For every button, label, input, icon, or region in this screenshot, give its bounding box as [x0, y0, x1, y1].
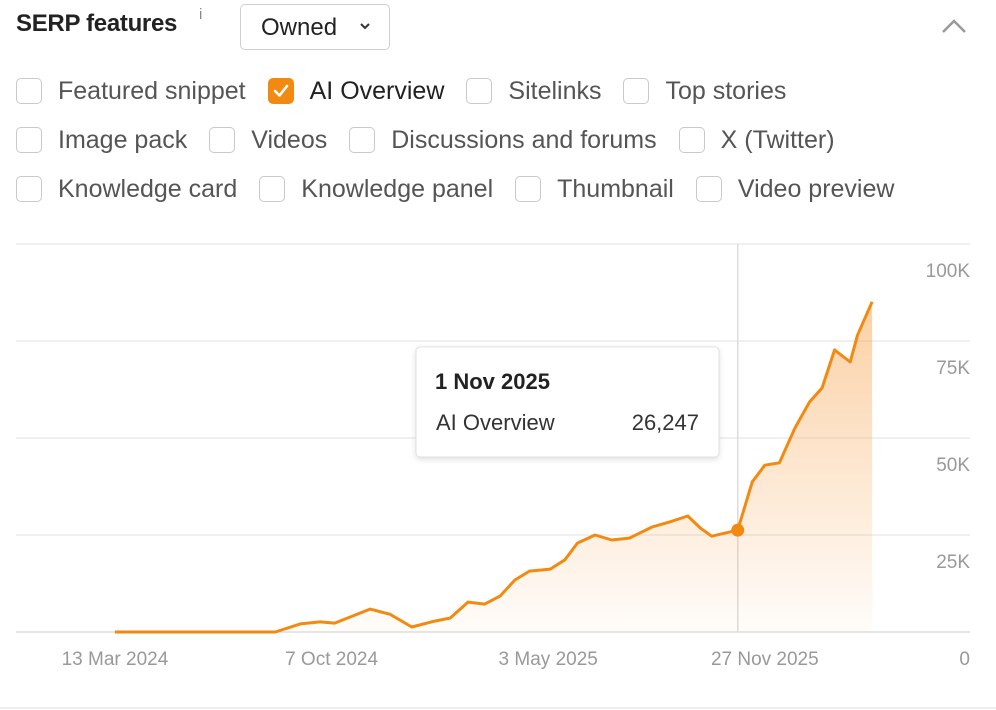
y-tick-label: 50K — [936, 455, 970, 476]
checkbox-item[interactable]: Discussions and forums — [349, 125, 657, 155]
checkbox-label: AI Overview — [309, 76, 445, 105]
y-tick-label: 100K — [926, 261, 971, 282]
info-icon[interactable]: i — [199, 6, 203, 23]
checkbox[interactable] — [678, 127, 705, 153]
checkbox[interactable] — [466, 78, 493, 104]
checkbox[interactable] — [349, 127, 376, 153]
checkbox-item[interactable]: Image pack — [16, 126, 187, 155]
checkbox-item[interactable]: Knowledge panel — [259, 175, 493, 204]
checkbox-item[interactable]: Thumbnail — [515, 175, 674, 204]
y-tick-label: 0 — [959, 649, 970, 670]
checkbox[interactable] — [259, 176, 286, 202]
filter-row: Knowledge card Knowledge panel Thumbnail Vi… — [16, 174, 916, 204]
x-tick-label: 13 Mar 2024 — [62, 649, 169, 670]
checkbox[interactable] — [515, 176, 542, 202]
y-tick-label: 75K — [936, 358, 970, 379]
y-tick-label: 25K — [936, 552, 970, 573]
checkbox-label: Top stories — [665, 76, 787, 105]
checkbox-item[interactable]: Top stories — [623, 77, 786, 106]
checkbox-label: Discussions and forums — [391, 125, 657, 154]
checkbox-item[interactable]: Videos — [209, 126, 327, 155]
checkbox-item[interactable]: Knowledge card — [16, 175, 237, 204]
checkbox-label: Knowledge panel — [301, 174, 494, 203]
checkbox-item[interactable]: Sitelinks — [466, 77, 601, 106]
checkbox[interactable] — [695, 176, 722, 202]
x-tick-label: 27 Nov 2025 — [711, 649, 819, 670]
checkbox-label: Thumbnail — [557, 174, 674, 203]
tooltip-title: 1 Nov 2025 — [435, 369, 550, 394]
checkbox-label: Featured snippet — [58, 76, 246, 105]
line — [114, 301, 874, 634]
checkbox-label: Sitelinks — [508, 76, 602, 105]
dropdown-arrow — [360, 23, 370, 30]
checkbox[interactable] — [267, 78, 294, 104]
checkbox-item[interactable]: Featured snippet — [16, 77, 246, 106]
checkbox-label: Knowledge card — [58, 174, 238, 203]
tooltip-series: AI Overview — [436, 410, 555, 435]
tooltip: 1 Nov 2025 AI Overview 26,247 — [415, 346, 720, 458]
checkbox-item[interactable]: AI Overview — [267, 76, 445, 106]
checkbox[interactable] — [209, 127, 236, 153]
tooltip-box — [415, 346, 720, 458]
checkbox-label: Videos — [251, 125, 328, 154]
x-tick-label: 3 May 2025 — [499, 649, 598, 670]
checkbox-item[interactable]: X (Twitter) — [678, 125, 835, 155]
checkbox-label: Image pack — [58, 125, 188, 154]
check-mark — [273, 84, 288, 97]
dropdown-label: Owned — [261, 14, 338, 41]
section-title: SERP features — [16, 10, 178, 37]
area — [114, 301, 873, 632]
tooltip-value: 26,247 — [632, 410, 699, 435]
filter-row: Image pack Videos Discussions and forums X … — [16, 125, 857, 155]
checkbox[interactable] — [16, 78, 42, 104]
hover-point — [731, 523, 745, 537]
x-tick-label: 7 Oct 2024 — [285, 649, 378, 670]
checkbox[interactable] — [16, 127, 42, 153]
collapse-button[interactable] — [940, 16, 968, 36]
checkbox-label: X (Twitter) — [720, 125, 835, 154]
dropdown[interactable]: Owned — [240, 4, 390, 50]
checkbox-label: Video preview — [737, 174, 895, 203]
checkbox-item[interactable]: Video preview — [695, 174, 895, 204]
checkbox[interactable] — [623, 78, 650, 104]
filter-row: Featured snippet AI Overview Sitelinks Top … — [16, 76, 808, 106]
checkbox[interactable] — [16, 176, 42, 202]
